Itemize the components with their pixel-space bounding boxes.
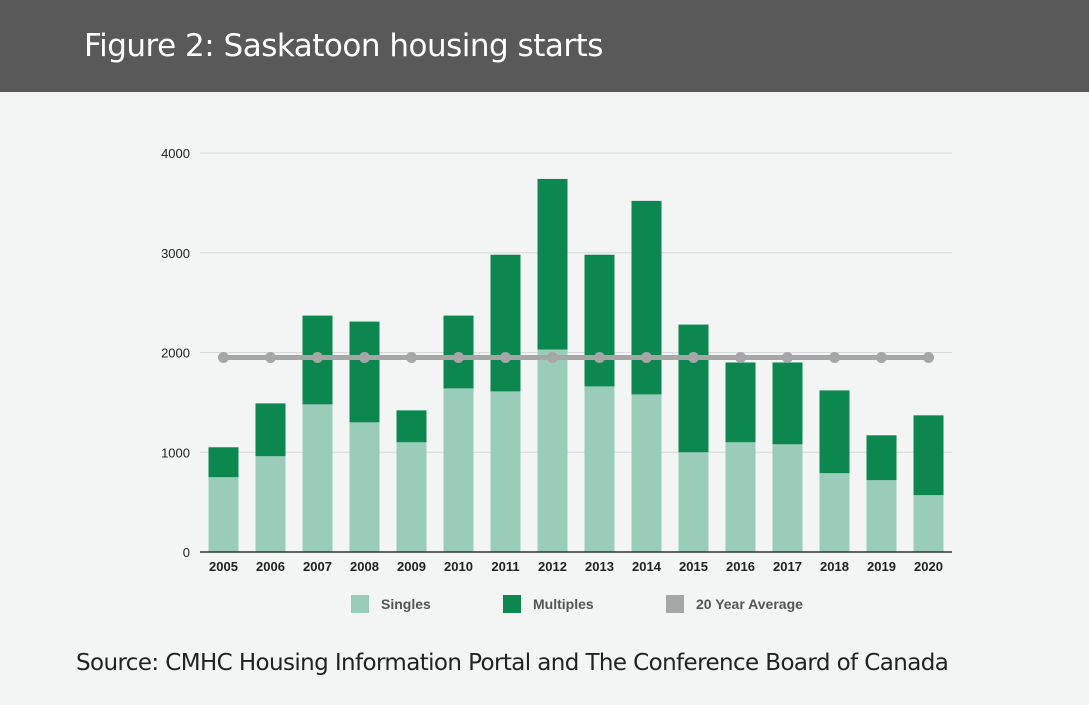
bar-singles-2007 bbox=[302, 404, 333, 552]
figure-title: Figure 2: Saskatoon housing starts bbox=[84, 28, 603, 64]
legend: Singles Multiples 20 Year Average bbox=[351, 595, 803, 613]
bar-singles-2010 bbox=[443, 388, 474, 552]
average-point-2019 bbox=[876, 351, 887, 363]
bar-multiples-2012 bbox=[537, 178, 568, 350]
bar-singles-2006 bbox=[255, 456, 286, 552]
x-tick-2011: 2011 bbox=[491, 559, 519, 574]
x-tick-2007: 2007 bbox=[303, 559, 332, 574]
average-point-2015 bbox=[688, 351, 699, 363]
y-tick-4000: 4000 bbox=[161, 146, 190, 161]
bar-singles-2018 bbox=[819, 473, 850, 552]
x-tick-2010: 2010 bbox=[444, 559, 473, 574]
bar-singles-2008 bbox=[349, 422, 380, 552]
y-tick-3000: 3000 bbox=[161, 246, 190, 261]
x-tick-2014: 2014 bbox=[632, 559, 662, 574]
bars bbox=[208, 178, 944, 552]
bar-multiples-2017 bbox=[772, 362, 803, 445]
bar-multiples-2009 bbox=[396, 410, 427, 443]
x-tick-2018: 2018 bbox=[820, 559, 849, 574]
y-tick-labels: 0 1000 2000 3000 4000 bbox=[161, 146, 190, 560]
average-point-2013 bbox=[594, 351, 605, 363]
bar-multiples-2008 bbox=[349, 321, 380, 423]
bar-multiples-2014 bbox=[631, 200, 662, 395]
bar-singles-2017 bbox=[772, 444, 803, 552]
bar-singles-2015 bbox=[678, 452, 709, 552]
bar-multiples-2018 bbox=[819, 390, 850, 474]
x-tick-labels: 2005 2006 2007 2008 2009 2010 2011 2012 2013 2014… bbox=[209, 559, 943, 574]
average-point-2010 bbox=[453, 351, 464, 363]
bar-multiples-2020 bbox=[913, 415, 944, 496]
legend-swatch-20-year-average bbox=[666, 595, 684, 613]
average-line bbox=[218, 351, 934, 363]
bar-multiples-2013 bbox=[584, 254, 615, 387]
average-point-2006 bbox=[265, 351, 276, 363]
bar-multiples-2019 bbox=[866, 435, 897, 481]
bar-singles-2020 bbox=[913, 495, 944, 552]
average-point-2008 bbox=[359, 351, 370, 363]
average-point-2017 bbox=[782, 351, 793, 363]
bar-singles-2013 bbox=[584, 386, 615, 552]
average-point-2007 bbox=[312, 351, 323, 363]
average-point-2014 bbox=[641, 351, 652, 363]
x-tick-2015: 2015 bbox=[679, 559, 708, 574]
x-tick-2006: 2006 bbox=[256, 559, 285, 574]
bar-multiples-2005 bbox=[208, 447, 239, 478]
bar-singles-2005 bbox=[208, 477, 239, 552]
x-tick-2012: 2012 bbox=[538, 559, 567, 574]
bar-multiples-2016 bbox=[725, 362, 756, 443]
bar-multiples-2006 bbox=[255, 403, 286, 457]
legend-swatch-multiples bbox=[503, 595, 521, 613]
x-tick-2008: 2008 bbox=[350, 559, 379, 574]
legend-swatch-singles bbox=[351, 595, 369, 613]
legend-label-singles: Singles bbox=[381, 596, 431, 612]
x-tick-2005: 2005 bbox=[209, 559, 238, 574]
x-tick-2016: 2016 bbox=[726, 559, 755, 574]
legend-label-multiples: Multiples bbox=[533, 596, 594, 612]
figure-header: Figure 2: Saskatoon housing starts bbox=[0, 0, 1089, 92]
x-tick-2017: 2017 bbox=[773, 559, 802, 574]
average-point-2016 bbox=[735, 351, 746, 363]
bar-multiples-2015 bbox=[678, 324, 709, 453]
legend-label-20-year-average: 20 Year Average bbox=[696, 596, 803, 612]
y-tick-0: 0 bbox=[183, 545, 190, 560]
average-point-2012 bbox=[547, 351, 558, 363]
x-tick-2019: 2019 bbox=[867, 559, 896, 574]
bar-singles-2012 bbox=[537, 349, 568, 552]
average-point-2018 bbox=[829, 351, 840, 363]
bar-singles-2019 bbox=[866, 480, 897, 552]
bar-singles-2009 bbox=[396, 442, 427, 552]
bar-singles-2016 bbox=[725, 442, 756, 552]
average-point-2009 bbox=[406, 351, 417, 363]
bar-singles-2011 bbox=[490, 391, 521, 552]
average-point-2005 bbox=[218, 351, 229, 363]
y-tick-2000: 2000 bbox=[161, 346, 190, 361]
average-point-2020 bbox=[923, 351, 934, 363]
bar-multiples-2011 bbox=[490, 254, 521, 392]
x-tick-2020: 2020 bbox=[914, 559, 943, 574]
y-tick-1000: 1000 bbox=[161, 445, 190, 460]
x-tick-2013: 2013 bbox=[585, 559, 614, 574]
bar-singles-2014 bbox=[631, 394, 662, 552]
average-point-2011 bbox=[500, 351, 511, 363]
x-tick-2009: 2009 bbox=[397, 559, 426, 574]
source-note: Source: CMHC Housing Information Portal … bbox=[76, 650, 949, 676]
